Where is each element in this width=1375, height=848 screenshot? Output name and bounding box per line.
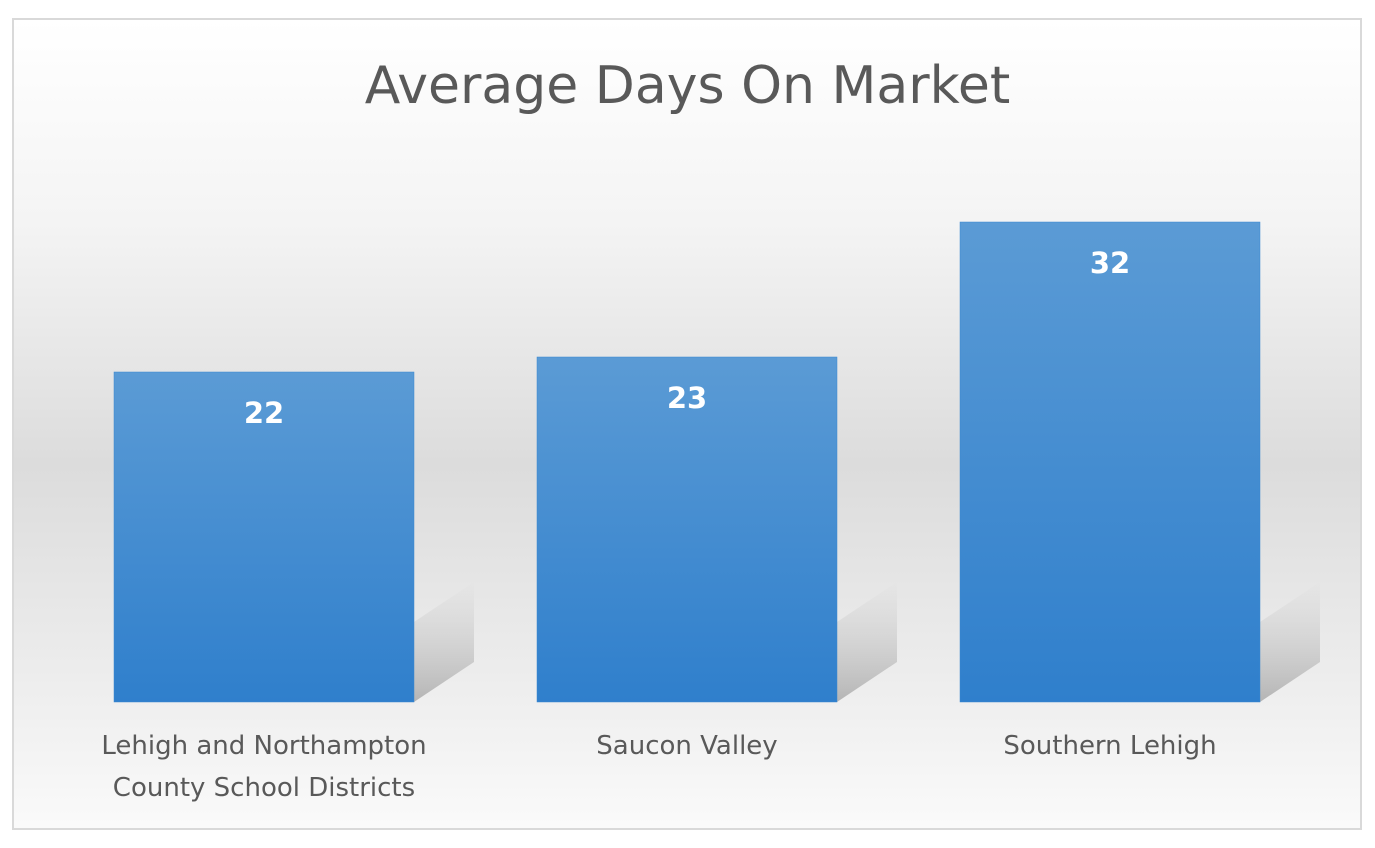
bar-shadow <box>414 582 474 702</box>
bar <box>113 371 415 703</box>
value-label: 22 <box>244 396 284 430</box>
bar <box>959 221 1261 703</box>
value-label: 32 <box>1090 246 1130 280</box>
value-label: 23 <box>667 381 707 415</box>
bar-shadow <box>837 582 897 702</box>
chart-title: Average Days On Market <box>364 56 1011 116</box>
x-tick-label: Saucon Valley <box>596 731 778 761</box>
bar-shadow <box>1260 582 1320 702</box>
x-tick-label: Lehigh and Northampton County School Dis… <box>101 731 427 803</box>
x-tick-label: Southern Lehigh <box>1003 731 1217 761</box>
bar <box>536 356 838 703</box>
